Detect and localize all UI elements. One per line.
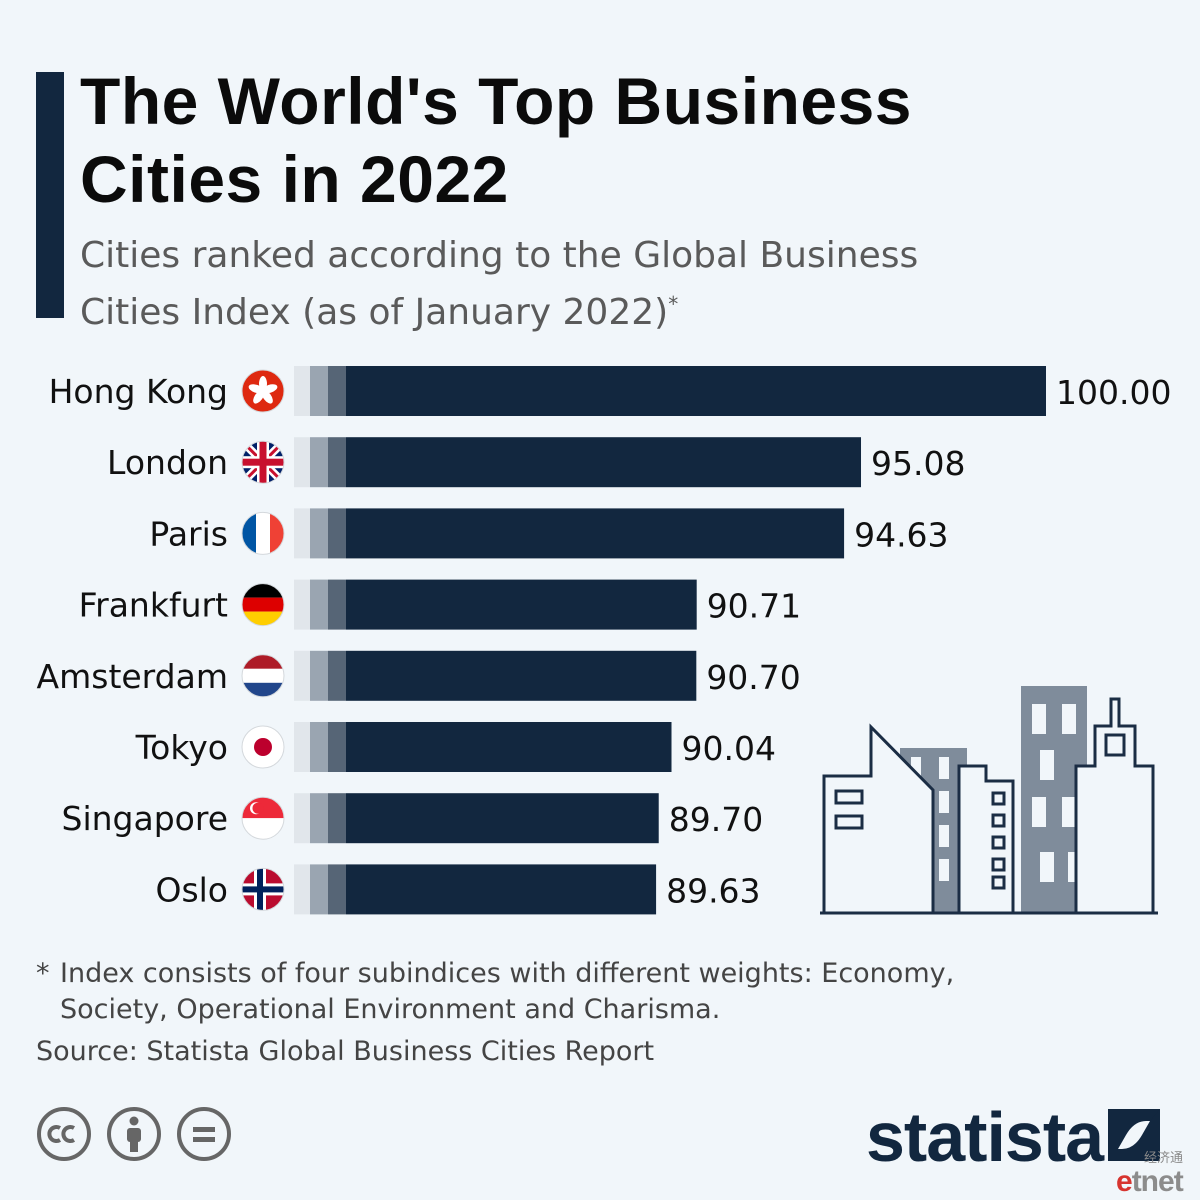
bar-segment-3 — [328, 579, 346, 630]
bar-row: Singapore 89.70 — [62, 793, 763, 844]
value-label: 100.00 — [1056, 373, 1171, 412]
bar-segment-3 — [328, 650, 346, 701]
bar-row: Amsterdam 90.70 — [37, 650, 801, 701]
subtitle-footnote-marker: * — [668, 292, 679, 316]
value-label: 89.63 — [666, 871, 760, 910]
bar-segment-2 — [310, 579, 328, 630]
bar-segment-2 — [310, 864, 328, 915]
bar-row: Hong Kong 100.00 — [49, 366, 1171, 416]
attribution-icon[interactable] — [106, 1106, 162, 1162]
building-outlines — [820, 697, 1158, 915]
bar-chart: Hong Kong 100.00 London 95.08 Paris 94.63 Fran… — [37, 366, 1171, 915]
category-label: London — [107, 443, 228, 482]
bar-segment-1 — [294, 650, 310, 701]
bar-segment-2 — [310, 366, 328, 416]
watermark-logo-e: e — [1116, 1165, 1133, 1198]
category-label: Hong Kong — [49, 372, 228, 411]
flag-norway-icon — [241, 867, 285, 911]
flag-germany-icon — [241, 583, 285, 627]
bar-segment-1 — [294, 793, 310, 844]
value-label: 89.70 — [669, 800, 763, 839]
bar-segment-1 — [294, 864, 310, 915]
chart-bars: Hong Kong 100.00 London 95.08 Paris 94.63 Fran… — [37, 366, 1171, 915]
title-accent-bar — [36, 72, 64, 318]
value-label: 90.04 — [682, 729, 776, 768]
bar-segment-1 — [294, 508, 310, 559]
license-icons — [36, 1106, 232, 1162]
bar-segment-3 — [328, 722, 346, 772]
category-label: Singapore — [62, 799, 228, 838]
bar-row: Frankfurt 90.71 — [79, 579, 801, 630]
category-label: Paris — [149, 514, 228, 553]
bar-segment-1 — [294, 579, 310, 630]
bar-segment-2 — [310, 722, 328, 772]
watermark-logo: etnet — [1116, 1165, 1184, 1198]
bar-segment-3 — [328, 366, 346, 416]
bar-segment-1 — [294, 366, 310, 416]
bar — [346, 864, 657, 915]
bar-row: Paris 94.63 — [149, 508, 949, 559]
flag-france-icon — [241, 511, 285, 555]
bar-segment-1 — [294, 722, 310, 772]
category-label: Oslo — [155, 870, 228, 909]
bar-row: Oslo 89.63 — [155, 864, 761, 915]
bar-segment-3 — [328, 508, 346, 559]
chart-subtitle: Cities ranked according to the Global Bu… — [80, 232, 980, 337]
bar-row: Tokyo 90.04 — [135, 722, 776, 772]
subtitle-text: Cities ranked according to the Global Bu… — [80, 235, 919, 333]
flag-uk-icon — [241, 440, 285, 484]
cc-icon[interactable] — [36, 1106, 92, 1162]
value-label: 90.71 — [707, 587, 801, 626]
bar-segment-3 — [328, 864, 346, 915]
building-windows — [911, 704, 1082, 882]
watermark-chinese: 经济通 — [1144, 1151, 1184, 1166]
value-label: 94.63 — [854, 515, 948, 554]
bar — [346, 508, 845, 559]
buildings-illustration — [820, 686, 1158, 915]
footnote-marker: * — [36, 958, 50, 989]
bar — [346, 579, 697, 630]
bar-segment-3 — [328, 437, 346, 488]
footnote: * Index consists of four subindices with … — [36, 956, 1036, 1028]
category-label: Amsterdam — [37, 657, 228, 696]
bar-segment-2 — [310, 793, 328, 844]
bar-segment-3 — [328, 793, 346, 844]
bar — [346, 366, 1046, 416]
bar-row: London 95.08 — [107, 437, 965, 488]
category-label: Tokyo — [135, 728, 228, 767]
bar-segment-2 — [310, 650, 328, 701]
statista-wordmark[interactable]: statista — [866, 1098, 1104, 1176]
flag-netherlands-icon — [241, 654, 285, 698]
bar — [346, 437, 862, 488]
bar — [346, 722, 672, 772]
statista-logo-icon[interactable] — [1104, 1105, 1164, 1165]
chart-title: The World's Top Business Cities in 2022 — [80, 64, 913, 216]
bar-segment-2 — [310, 508, 328, 559]
category-label: Frankfurt — [79, 586, 228, 625]
flag-japan-icon — [241, 725, 285, 769]
bar — [346, 650, 697, 701]
bar-segment-1 — [294, 437, 310, 488]
bar — [346, 793, 659, 844]
footnote-line-1: Index consists of four subindices with d… — [60, 958, 955, 989]
footnote-line-2: Society, Operational Environment and Cha… — [60, 994, 721, 1025]
flag-hong-kong-icon — [241, 369, 285, 413]
flag-singapore-icon — [241, 796, 285, 840]
no-derivatives-icon[interactable] — [176, 1106, 232, 1162]
value-label: 90.70 — [706, 658, 800, 697]
source-note: Source: Statista Global Business Cities … — [36, 1036, 655, 1067]
value-label: 95.08 — [871, 444, 965, 483]
bar-segment-2 — [310, 437, 328, 488]
watermark-logo-rest: tnet — [1131, 1165, 1184, 1198]
